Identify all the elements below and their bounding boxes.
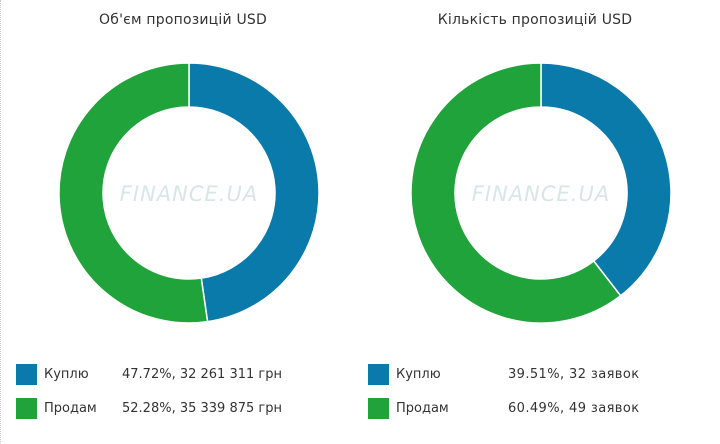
donut-chart-count: FINANCE.UA (410, 62, 672, 324)
donut-slice-sell[interactable] (58, 62, 209, 324)
legend-item-sell: Продам 60.49%, 49 заявок (368, 398, 718, 432)
legend-value-sell: 60.49%, 49 заявок (508, 401, 640, 416)
legend-item-buy: Куплю 39.51%, 32 заявок (368, 364, 718, 398)
legend-swatch-sell (368, 398, 389, 419)
legend-label-sell: Продам (44, 401, 97, 416)
legend-value-buy: 39.51%, 32 заявок (508, 367, 640, 382)
legend-label-sell: Продам (396, 401, 449, 416)
donut-slice-sell[interactable] (410, 62, 622, 324)
legend-volume: Куплю 47.72%, 32 261 311 грн Продам 52.2… (16, 364, 366, 432)
chart-title-count: Кількість пропозицій USD (437, 12, 633, 28)
watermark-logo: FINANCE.UA (120, 182, 258, 206)
legend-item-buy: Куплю 47.72%, 32 261 311 грн (16, 364, 366, 398)
legend-swatch-buy (368, 364, 389, 385)
chart-title-volume: Об'єм пропозицій USD (99, 12, 267, 28)
chart-panel-count: Кількість пропозицій USD FINANCE.UA Купл… (360, 0, 720, 444)
left-border (0, 0, 3, 444)
legend-swatch-buy (16, 364, 37, 385)
legend-value-sell: 52.28%, 35 339 875 грн (122, 401, 282, 416)
watermark-logo: FINANCE.UA (472, 182, 610, 206)
legend-value-buy: 47.72%, 32 261 311 грн (122, 367, 282, 382)
donut-chart-volume: FINANCE.UA (58, 62, 320, 324)
legend-swatch-sell (16, 398, 37, 419)
donut-slice-buy[interactable] (540, 62, 672, 297)
donut-slice-buy[interactable] (188, 62, 320, 323)
legend-label-buy: Куплю (396, 367, 441, 382)
legend-count: Куплю 39.51%, 32 заявок Продам 60.49%, 4… (368, 364, 718, 432)
legend-item-sell: Продам 52.28%, 35 339 875 грн (16, 398, 366, 432)
legend-label-buy: Куплю (44, 367, 89, 382)
chart-panel-volume: Об'єм пропозицій USD FINANCE.UA Куплю 47… (8, 0, 368, 444)
